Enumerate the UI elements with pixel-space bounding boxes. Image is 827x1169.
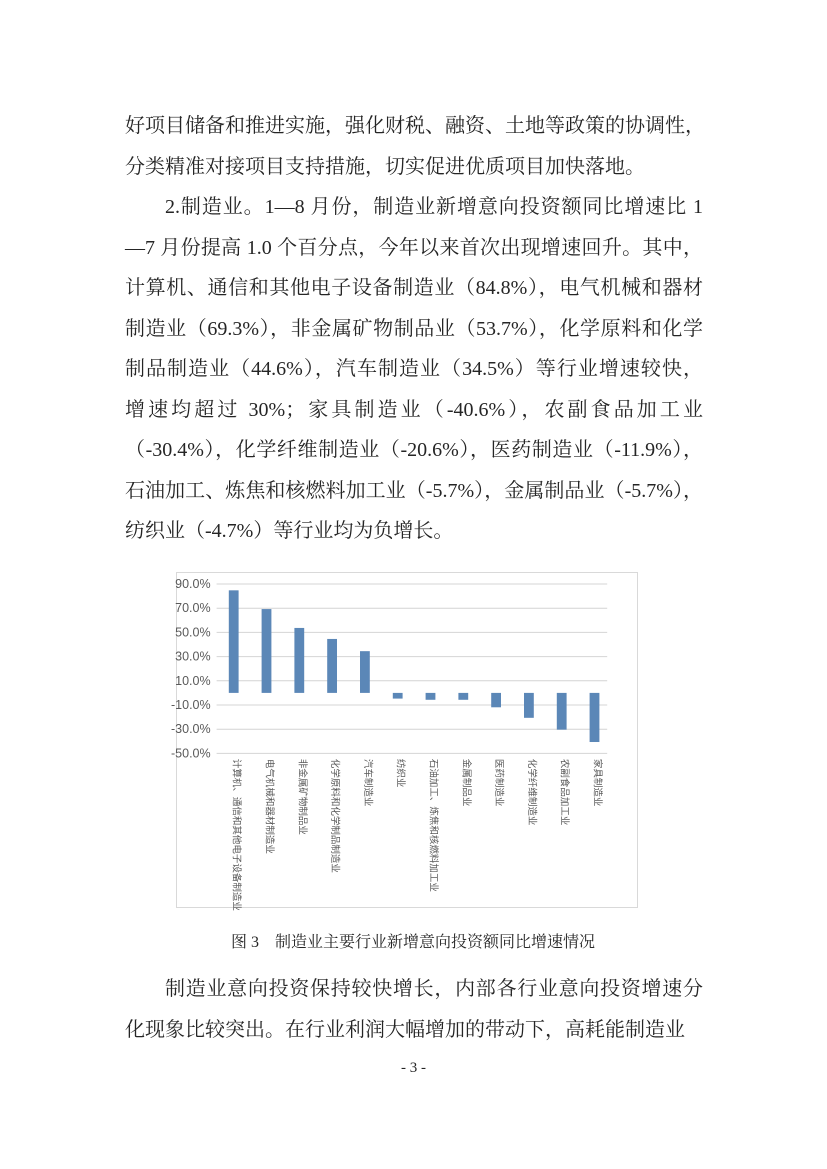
svg-text:90.0%: 90.0% <box>175 577 210 591</box>
svg-text:金属制品业: 金属制品业 <box>460 759 472 807</box>
svg-text:-50.0%: -50.0% <box>171 746 211 760</box>
svg-text:-10.0%: -10.0% <box>171 698 211 712</box>
svg-text:医药制造业: 医药制造业 <box>493 759 505 807</box>
svg-text:计算机、通信和其他电子设备制造业: 计算机、通信和其他电子设备制造业 <box>231 759 243 911</box>
svg-text:农副食品加工业: 农副食品加工业 <box>559 759 571 826</box>
svg-text:70.0%: 70.0% <box>175 601 210 615</box>
svg-text:汽车制造业: 汽车制造业 <box>362 759 374 807</box>
svg-text:非金属矿物制品业: 非金属矿物制品业 <box>296 759 308 835</box>
svg-text:石油加工、炼焦和核燃料加工业: 石油加工、炼焦和核燃料加工业 <box>428 759 440 892</box>
svg-text:化学原料和化学制品制造业: 化学原料和化学制品制造业 <box>329 759 341 873</box>
svg-text:家具制造业: 家具制造业 <box>592 759 604 807</box>
svg-text:-30.0%: -30.0% <box>171 722 211 736</box>
svg-text:30.0%: 30.0% <box>175 650 210 664</box>
svg-text:纺织业: 纺织业 <box>395 759 407 788</box>
svg-text:电气机械和器材制造业: 电气机械和器材制造业 <box>264 759 276 854</box>
svg-text:化学纤维制造业: 化学纤维制造业 <box>526 759 538 826</box>
svg-text:10.0%: 10.0% <box>175 674 210 688</box>
svg-text:50.0%: 50.0% <box>175 625 210 639</box>
